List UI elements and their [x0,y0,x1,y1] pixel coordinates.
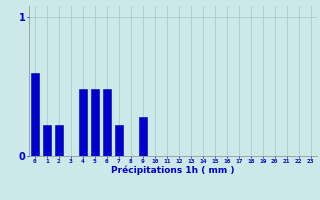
X-axis label: Précipitations 1h ( mm ): Précipitations 1h ( mm ) [111,166,235,175]
Bar [55,125,63,156]
Bar [79,89,87,156]
Bar [91,89,99,156]
Bar [139,117,147,156]
Bar [115,125,123,156]
Bar [31,73,39,156]
Bar [103,89,111,156]
Bar [43,125,51,156]
